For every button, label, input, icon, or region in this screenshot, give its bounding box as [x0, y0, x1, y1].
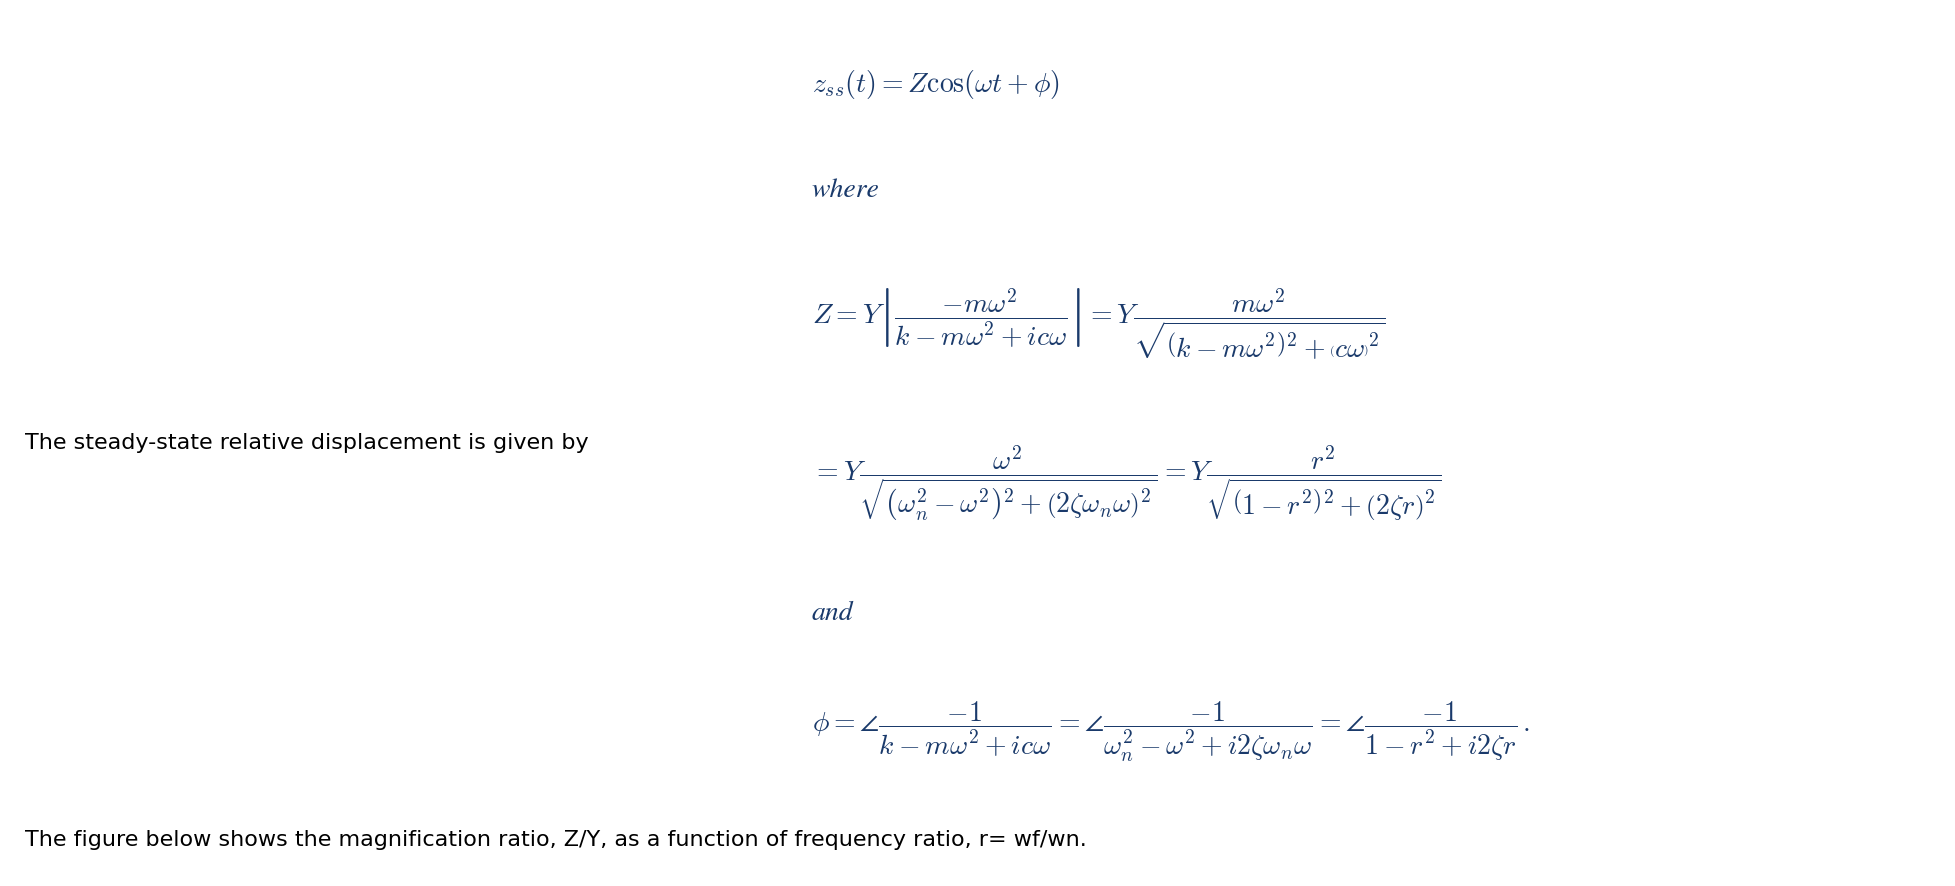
Text: $Z = Y\left|\dfrac{-m\omega^{2}}{k - m\omega^{2} + ic\omega}\right| = Y\dfrac{m\: $Z = Y\left|\dfrac{-m\omega^{2}}{k - m\o…	[811, 286, 1384, 361]
Text: The steady-state relative displacement is given by: The steady-state relative displacement i…	[25, 433, 588, 453]
Text: and: and	[811, 601, 852, 626]
Text: $= Y\dfrac{\omega^{2}}{\sqrt{\left(\omega_{n}^{2} - \omega^{2}\right)^{2} + \lef: $= Y\dfrac{\omega^{2}}{\sqrt{\left(\omeg…	[811, 443, 1441, 523]
Text: $\phi = \angle\dfrac{-1}{k - m\omega^{2} + ic\omega} = \angle\dfrac{-1}{\omega_{: $\phi = \angle\dfrac{-1}{k - m\omega^{2}…	[811, 699, 1529, 763]
Text: The figure below shows the magnification ratio, Z/Y, as a function of frequency : The figure below shows the magnification…	[25, 829, 1087, 849]
Text: where: where	[811, 178, 880, 203]
Text: $z_{ss}(t) = Z\cos(\omega t + \phi)$: $z_{ss}(t) = Z\cos(\omega t + \phi)$	[811, 67, 1060, 101]
